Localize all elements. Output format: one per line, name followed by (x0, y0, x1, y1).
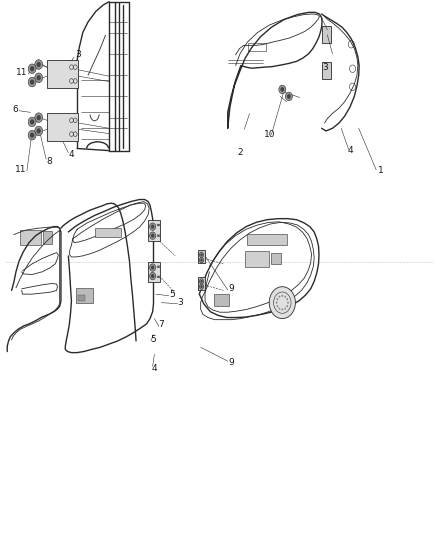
Circle shape (284, 296, 286, 298)
Bar (214, 294, 229, 306)
Circle shape (150, 272, 155, 280)
Circle shape (287, 302, 289, 304)
Circle shape (36, 62, 41, 67)
Circle shape (287, 94, 291, 99)
Bar (78, 295, 85, 301)
Circle shape (199, 257, 204, 263)
Circle shape (151, 233, 154, 238)
Circle shape (30, 133, 34, 138)
Circle shape (150, 232, 155, 239)
Circle shape (282, 295, 283, 297)
Circle shape (279, 308, 280, 310)
Circle shape (282, 309, 283, 311)
Text: 3: 3 (178, 298, 184, 307)
Circle shape (284, 308, 286, 310)
Bar (47, 114, 78, 141)
Circle shape (150, 264, 155, 271)
Bar (20, 230, 41, 245)
Circle shape (199, 284, 204, 289)
Text: 6: 6 (12, 105, 18, 114)
Circle shape (200, 280, 203, 283)
Bar (148, 262, 160, 282)
Text: 4: 4 (347, 146, 353, 155)
Circle shape (286, 305, 288, 307)
Circle shape (28, 64, 36, 74)
Circle shape (151, 274, 154, 278)
Circle shape (35, 60, 42, 69)
Bar (148, 220, 160, 241)
Circle shape (280, 87, 284, 92)
Circle shape (35, 113, 42, 123)
Bar (76, 288, 93, 303)
Circle shape (35, 126, 42, 136)
Circle shape (28, 117, 36, 127)
Circle shape (30, 119, 34, 125)
Circle shape (276, 298, 278, 300)
Text: 11: 11 (16, 68, 28, 77)
Circle shape (286, 92, 292, 101)
Bar (321, 62, 331, 79)
Circle shape (200, 259, 203, 262)
Circle shape (30, 79, 34, 85)
Bar (271, 253, 282, 264)
Circle shape (279, 85, 286, 94)
Text: 4: 4 (69, 150, 74, 159)
Circle shape (286, 298, 288, 300)
Circle shape (279, 296, 280, 298)
Text: 5: 5 (169, 289, 175, 298)
Circle shape (151, 265, 154, 270)
Text: 5: 5 (151, 335, 156, 344)
Text: 7: 7 (159, 320, 164, 329)
Circle shape (35, 73, 42, 83)
Circle shape (150, 223, 155, 230)
Text: 10: 10 (265, 130, 276, 139)
Bar (198, 250, 205, 263)
Circle shape (36, 115, 41, 120)
Text: 3: 3 (322, 63, 328, 71)
Text: 2: 2 (237, 148, 243, 157)
Circle shape (200, 253, 203, 256)
Text: 8: 8 (47, 157, 53, 166)
Circle shape (28, 131, 36, 140)
Bar (247, 233, 287, 245)
Bar (245, 251, 269, 266)
Bar (248, 43, 266, 51)
Circle shape (28, 77, 36, 87)
Bar (47, 60, 78, 88)
Circle shape (200, 285, 203, 288)
Text: 3: 3 (75, 51, 81, 59)
Circle shape (151, 224, 154, 229)
Circle shape (199, 252, 204, 257)
Text: 1: 1 (378, 166, 383, 175)
Text: 9: 9 (228, 284, 234, 293)
Bar (95, 228, 121, 237)
Circle shape (36, 75, 41, 80)
Bar (42, 231, 52, 244)
Circle shape (36, 128, 41, 134)
Text: 11: 11 (14, 165, 26, 174)
Circle shape (30, 66, 34, 71)
Bar (198, 277, 205, 290)
Circle shape (199, 279, 204, 284)
Circle shape (276, 302, 278, 304)
Bar (321, 26, 331, 43)
Text: 9: 9 (228, 358, 234, 367)
Text: 4: 4 (152, 364, 157, 373)
Circle shape (276, 305, 278, 307)
Circle shape (269, 287, 295, 319)
Text: 8: 8 (48, 61, 54, 70)
